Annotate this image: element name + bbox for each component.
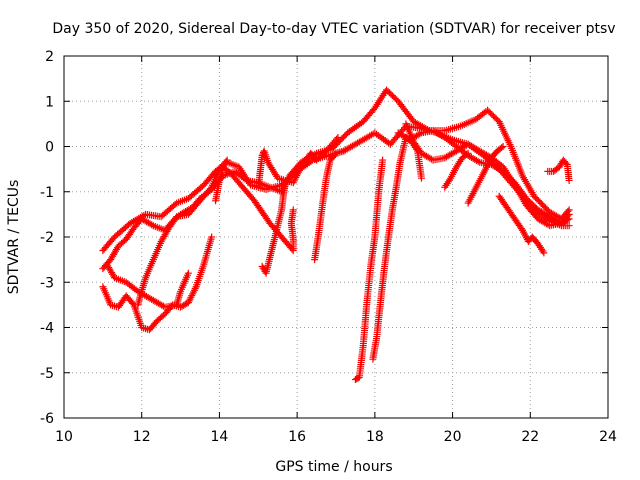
marker-trace <box>402 120 573 230</box>
x-axis-title: GPS time / hours <box>275 459 392 475</box>
x-tick-label: 16 <box>288 429 306 445</box>
y-tick-label: -4 <box>40 321 54 337</box>
marker-trace <box>311 147 348 264</box>
series-track-6 <box>212 163 297 255</box>
y-tick-label: -3 <box>40 275 54 291</box>
marker-trace <box>103 260 192 311</box>
y-tick-label: 1 <box>45 94 54 110</box>
y-tick-label: -5 <box>40 366 54 382</box>
marker-trace <box>464 143 507 207</box>
marker-trace <box>258 179 289 277</box>
x-tick-label: 10 <box>55 429 73 445</box>
marker-trace <box>351 156 387 384</box>
series-track-14 <box>464 143 507 207</box>
series-track-17 <box>544 156 573 184</box>
series-track-5 <box>134 156 231 309</box>
series-track-13 <box>402 120 573 230</box>
y-tick-label: 2 <box>45 49 54 65</box>
x-tick-label: 12 <box>133 429 151 445</box>
x-tick-label: 14 <box>211 429 229 445</box>
marker-trace <box>212 163 297 255</box>
x-tick-label: 18 <box>366 429 384 445</box>
y-tick-label: 0 <box>45 140 54 156</box>
y-tick-label: -2 <box>40 230 54 246</box>
series-track-9 <box>311 147 348 264</box>
series-track-3 <box>99 233 216 334</box>
x-tick-label: 22 <box>521 429 539 445</box>
marker-trace <box>134 156 231 309</box>
marker-trace <box>369 133 425 363</box>
y-axis-title: SDTVAR / TECUs <box>6 180 22 295</box>
chart-title: Day 350 of 2020, Sidereal Day-to-day VTE… <box>52 21 615 37</box>
marker-trace <box>441 149 472 191</box>
tick-marks <box>63 55 609 419</box>
series-track-16 <box>441 149 472 191</box>
marker-trace <box>254 133 342 191</box>
marker-trace <box>99 233 216 334</box>
marker-trace <box>544 156 573 184</box>
y-tick-label: -1 <box>40 185 54 201</box>
series-track-7 <box>258 179 289 277</box>
y-tick-label: -6 <box>40 411 54 427</box>
x-tick-label: 20 <box>444 429 462 445</box>
series-track-15 <box>495 192 548 257</box>
marker-trace <box>99 86 573 273</box>
series-track-10 <box>351 156 387 384</box>
x-tick-label: 24 <box>599 429 617 445</box>
data-points <box>99 86 573 384</box>
series-track-2 <box>99 86 573 273</box>
series-track-8 <box>254 133 342 191</box>
marker-trace <box>495 192 548 257</box>
series-track-11 <box>369 133 425 363</box>
series-track-4 <box>103 260 192 311</box>
